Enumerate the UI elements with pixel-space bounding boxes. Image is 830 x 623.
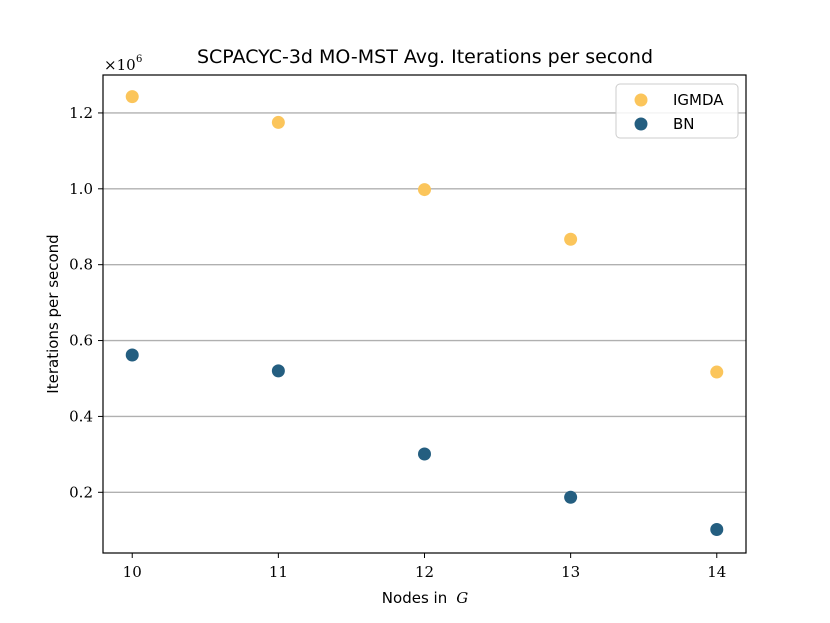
data-point-igmda [271, 115, 285, 129]
legend-marker-igmda [634, 93, 648, 107]
y-tick-label: 1.2 [69, 104, 93, 122]
data-point-bn [564, 490, 578, 504]
data-point-igmda [564, 232, 578, 246]
x-axis-label-variable: G [456, 589, 468, 607]
x-tick-label: 14 [707, 563, 726, 581]
x-axis-label-prefix: Nodes in [382, 589, 447, 607]
grid-lines [103, 112, 746, 494]
chart-title: SCPACYC-3d MO-MST Avg. Iterations per se… [197, 46, 653, 68]
legend-label-bn: BN [673, 115, 695, 133]
x-tick-label: 12 [415, 563, 434, 581]
y-tick-label: 0.6 [69, 332, 93, 350]
y-tick-label: 0.8 [69, 256, 93, 274]
legend-marker-bn [634, 117, 648, 131]
x-axis-ticks: 10 11 12 13 14 [123, 553, 726, 581]
plot-frame [102, 74, 747, 554]
legend-label-igmda: IGMDA [673, 91, 724, 109]
data-point-igmda [418, 183, 431, 197]
y-tick-label: 1.0 [69, 180, 93, 198]
y-tick-label: 0.2 [69, 483, 93, 501]
data-point-bn [418, 447, 431, 461]
y-tick-label: 0.4 [69, 407, 93, 425]
data-point-bn [710, 522, 724, 536]
legend: IGMDA BN [615, 83, 739, 139]
y-axis-ticks: 0.2 0.4 0.6 0.8 1.0 1.2 [69, 104, 103, 501]
data-point-igmda [710, 365, 724, 379]
y-multiplier-base: ×10 [104, 56, 136, 74]
y-multiplier-exponent: 6 [136, 54, 142, 65]
x-axis-label: Nodes in G [382, 589, 468, 607]
x-tick-label: 11 [269, 563, 288, 581]
y-axis-label: Iterations per second [44, 234, 62, 393]
data-points [125, 90, 724, 536]
x-tick-label: 10 [123, 563, 142, 581]
data-point-bn [271, 364, 285, 378]
data-point-bn [125, 348, 139, 362]
x-tick-label: 13 [561, 563, 580, 581]
data-point-igmda [125, 90, 139, 104]
